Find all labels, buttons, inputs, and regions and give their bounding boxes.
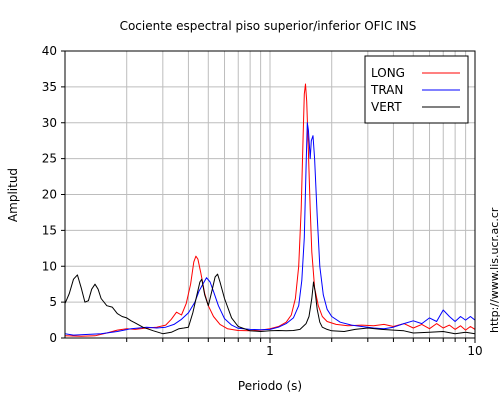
legend-label-tran: TRAN [370, 83, 403, 97]
legend: LONG TRAN VERT [364, 55, 469, 124]
y-tick-label: 5 [49, 295, 57, 309]
y-tick-label: 20 [42, 188, 57, 202]
x-axis-label: Periodo (s) [238, 379, 302, 393]
series-line-long [65, 83, 475, 337]
y-tick-label: 35 [42, 80, 57, 94]
y-tick-label: 40 [42, 44, 57, 58]
y-tick-label: 15 [42, 223, 57, 237]
y-tick-label: 25 [42, 152, 57, 166]
grid-lines [65, 51, 475, 338]
series-group [65, 83, 475, 337]
x-tick-label: 1 [266, 344, 274, 358]
legend-label-vert: VERT [371, 100, 402, 114]
series-line-tran [65, 122, 475, 336]
series-line-vert [65, 273, 475, 335]
axis-ticks: 0 5 10 15 20 25 30 35 40 1 10 [42, 44, 483, 358]
x-tick-label: 10 [467, 344, 482, 358]
y-tick-label: 10 [42, 259, 57, 273]
website-url-text: http://www.lis.ucr.ac.cr [488, 207, 500, 333]
legend-label-long: LONG [371, 66, 405, 80]
chart-title: Cociente espectral piso superior/inferio… [120, 19, 417, 33]
y-axis-label: Amplitud [6, 168, 20, 222]
y-tick-label: 0 [49, 331, 57, 345]
y-tick-label: 30 [42, 116, 57, 130]
